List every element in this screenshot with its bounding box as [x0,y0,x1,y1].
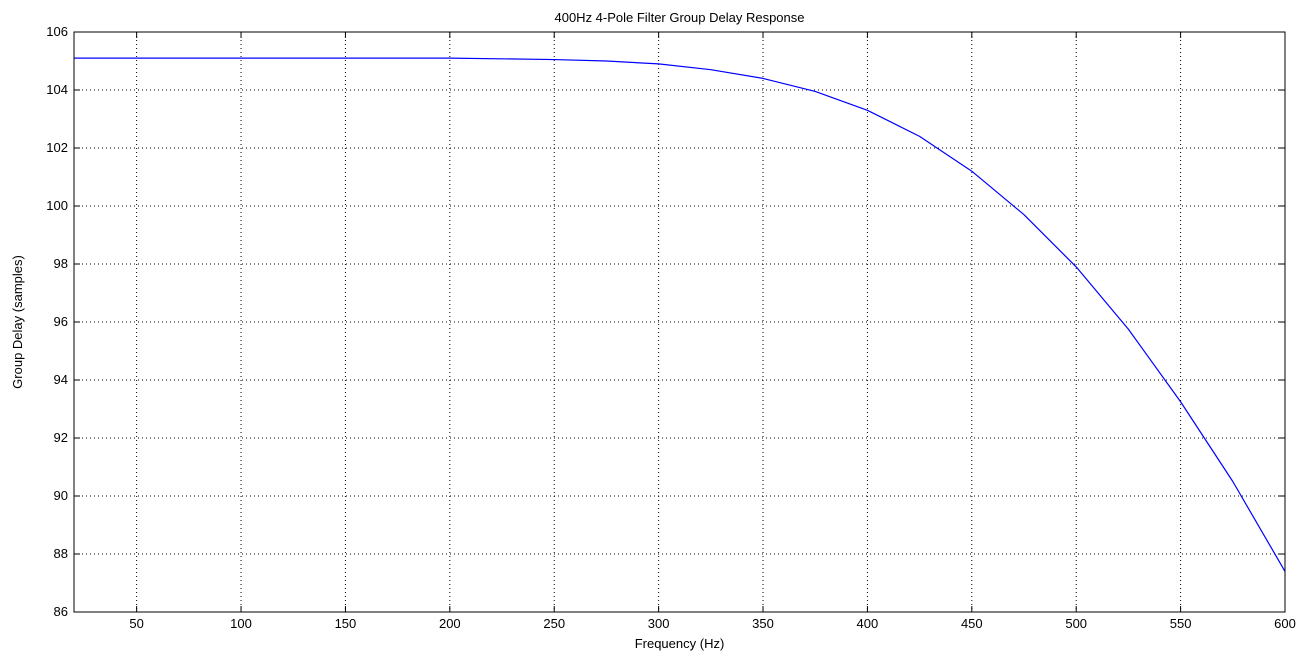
y-axis-title: Group Delay (samples) [10,255,25,389]
x-tick-label: 450 [961,616,983,631]
x-tick-label: 300 [648,616,670,631]
series-layer [74,57,1286,572]
y-tick-label: 106 [46,24,68,39]
y-tick-label: 86 [54,604,68,619]
x-tick-label: 150 [335,616,357,631]
x-tick-label: 550 [1170,616,1192,631]
y-tick-label: 98 [54,256,68,271]
x-tick-label: 500 [1065,616,1087,631]
y-tick-label: 94 [54,372,68,387]
y-tick-label: 90 [54,488,68,503]
tick-layer: 50 100 150 200 250 300 350 400 450 500 550 600 86 88 9… [46,24,1296,631]
x-tick-label: 250 [543,616,565,631]
chart-title: 400Hz 4-Pole Filter Group Delay Response [554,10,804,25]
y-tick-label: 104 [46,82,68,97]
y-tick-label: 88 [54,546,68,561]
y-tick-label: 96 [54,314,68,329]
x-tick-label: 600 [1274,616,1296,631]
grid-layer [74,32,1285,612]
y-tick-label: 100 [46,198,68,213]
y-tick-label: 102 [46,140,68,155]
x-axis-title: Frequency (Hz) [635,636,725,651]
plot-area-frame [73,31,1286,613]
x-tick-label: 350 [752,616,774,631]
x-tick-label: 50 [129,616,143,631]
y-tick-label: 92 [54,430,68,445]
x-tick-label: 100 [230,616,252,631]
x-tick-label: 200 [439,616,461,631]
x-tick-label: 400 [857,616,879,631]
series-line [74,57,1286,572]
